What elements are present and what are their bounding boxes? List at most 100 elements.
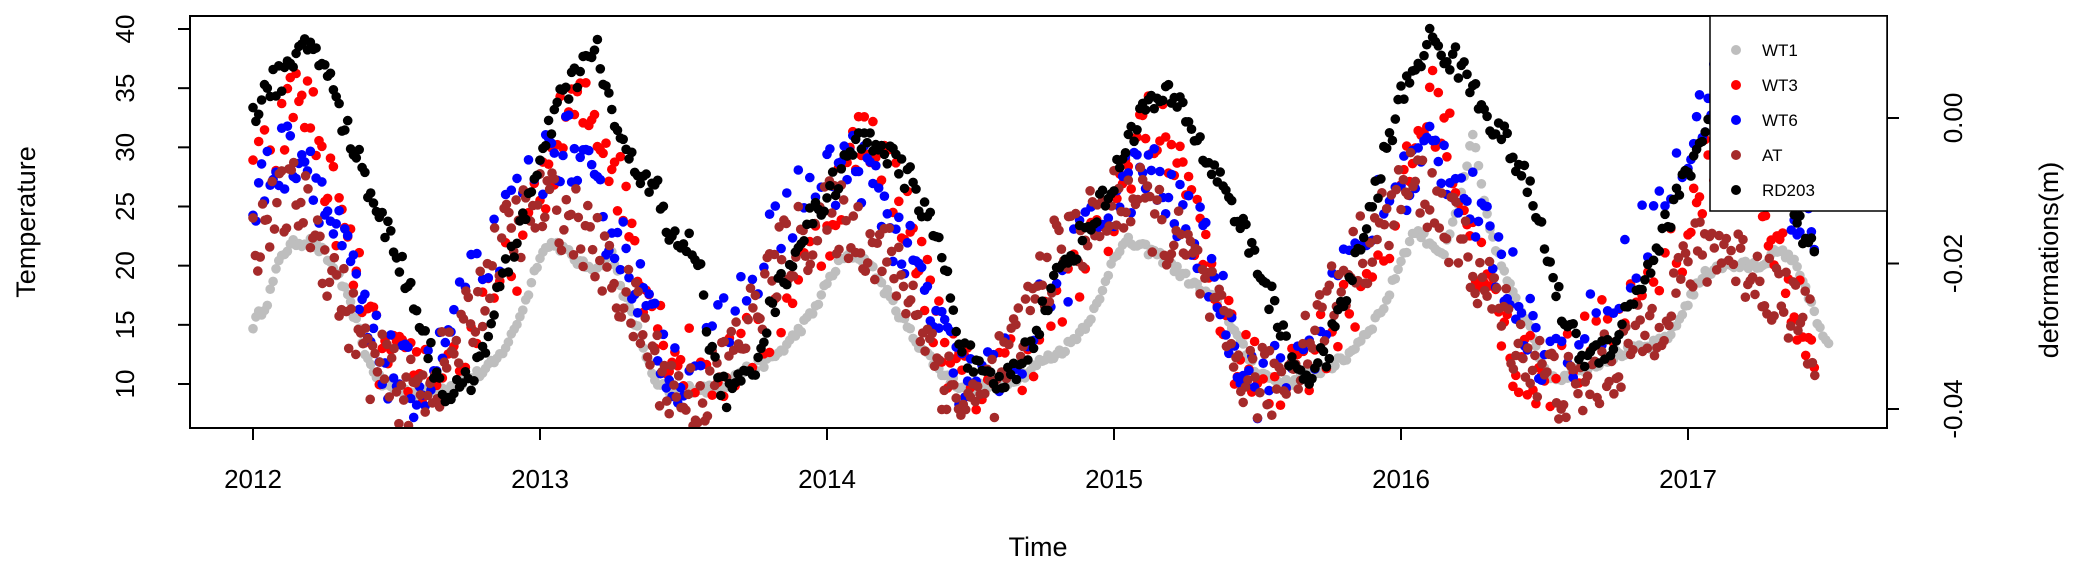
data-point bbox=[807, 250, 818, 260]
data-point bbox=[1373, 250, 1383, 260]
data-point bbox=[944, 351, 954, 362]
data-point bbox=[1711, 265, 1722, 275]
data-point bbox=[312, 215, 323, 225]
data-point bbox=[1204, 312, 1215, 323]
data-point bbox=[1154, 184, 1165, 195]
data-point bbox=[1389, 220, 1399, 230]
data-point bbox=[1123, 161, 1134, 172]
data-point bbox=[825, 144, 835, 154]
data-point bbox=[1326, 261, 1337, 271]
data-point bbox=[1215, 167, 1225, 177]
y-tick-label: 40 bbox=[110, 15, 140, 44]
data-point bbox=[1287, 352, 1297, 362]
data-point bbox=[843, 253, 854, 264]
data-point bbox=[1011, 374, 1022, 385]
data-point bbox=[256, 95, 267, 105]
data-point bbox=[253, 109, 264, 120]
data-point bbox=[971, 404, 981, 415]
data-point bbox=[571, 184, 581, 194]
data-point bbox=[1660, 209, 1670, 220]
data-point bbox=[841, 215, 851, 226]
y-tick-label: 10 bbox=[110, 370, 140, 399]
data-point bbox=[1436, 188, 1447, 198]
data-point bbox=[345, 297, 356, 307]
data-point bbox=[905, 220, 915, 231]
data-point bbox=[776, 243, 786, 254]
data-point bbox=[1125, 216, 1136, 227]
data-point bbox=[629, 235, 640, 246]
data-point bbox=[1777, 228, 1788, 238]
data-point bbox=[1688, 290, 1699, 300]
data-point bbox=[669, 380, 679, 390]
data-point bbox=[1637, 284, 1647, 295]
data-point bbox=[1000, 348, 1010, 358]
data-point bbox=[465, 319, 476, 329]
data-point bbox=[633, 286, 643, 297]
data-point bbox=[1484, 256, 1495, 267]
data-point bbox=[1178, 157, 1188, 167]
data-point bbox=[1166, 249, 1177, 259]
data-point bbox=[1384, 290, 1395, 301]
data-point bbox=[1786, 321, 1796, 331]
data-point bbox=[853, 201, 863, 212]
data-point bbox=[1157, 214, 1167, 225]
data-point bbox=[1810, 370, 1820, 381]
data-point bbox=[891, 291, 902, 301]
data-point bbox=[299, 157, 310, 167]
data-point bbox=[776, 268, 786, 279]
data-point bbox=[1132, 125, 1142, 135]
data-point bbox=[1473, 216, 1484, 227]
data-point bbox=[948, 305, 959, 316]
data-point bbox=[702, 411, 713, 421]
data-point bbox=[561, 194, 572, 205]
data-point bbox=[444, 327, 454, 338]
data-point bbox=[1582, 371, 1593, 381]
data-point bbox=[1333, 341, 1343, 352]
data-point bbox=[363, 333, 373, 344]
data-point bbox=[1445, 108, 1455, 118]
data-point bbox=[1324, 280, 1335, 291]
data-point bbox=[538, 189, 548, 200]
x-tick-label: 2013 bbox=[511, 464, 569, 494]
data-point bbox=[1243, 375, 1253, 385]
data-point bbox=[1249, 245, 1260, 255]
data-point bbox=[285, 131, 296, 141]
data-point bbox=[627, 147, 637, 158]
data-point bbox=[726, 326, 737, 337]
data-point bbox=[819, 206, 829, 217]
data-point bbox=[822, 278, 832, 289]
data-point bbox=[601, 138, 611, 148]
data-point bbox=[1046, 321, 1056, 332]
data-point bbox=[334, 98, 344, 109]
data-point bbox=[1416, 61, 1426, 72]
data-point bbox=[1043, 305, 1053, 316]
data-point bbox=[340, 282, 350, 292]
data-point bbox=[1470, 79, 1481, 89]
data-point bbox=[1585, 389, 1595, 400]
data-point bbox=[320, 60, 330, 70]
data-point bbox=[1809, 246, 1820, 257]
data-point bbox=[475, 266, 486, 277]
data-point bbox=[1185, 236, 1196, 247]
data-point bbox=[705, 366, 715, 376]
data-point bbox=[652, 356, 663, 366]
data-point bbox=[799, 236, 809, 246]
data-point bbox=[859, 112, 870, 122]
data-point bbox=[322, 291, 332, 302]
data-point bbox=[386, 226, 396, 236]
data-point bbox=[769, 249, 780, 260]
data-point bbox=[386, 353, 397, 363]
data-point bbox=[268, 276, 278, 287]
data-point bbox=[1183, 117, 1194, 127]
data-point bbox=[1556, 336, 1567, 347]
data-point bbox=[1637, 200, 1647, 210]
data-point bbox=[584, 145, 594, 156]
data-point bbox=[1143, 150, 1154, 160]
data-point bbox=[1805, 294, 1815, 304]
data-point bbox=[1097, 285, 1108, 296]
data-point bbox=[1688, 282, 1698, 292]
data-point bbox=[1781, 267, 1791, 278]
data-point bbox=[743, 314, 753, 325]
data-point bbox=[1140, 133, 1151, 144]
data-point bbox=[652, 175, 663, 186]
